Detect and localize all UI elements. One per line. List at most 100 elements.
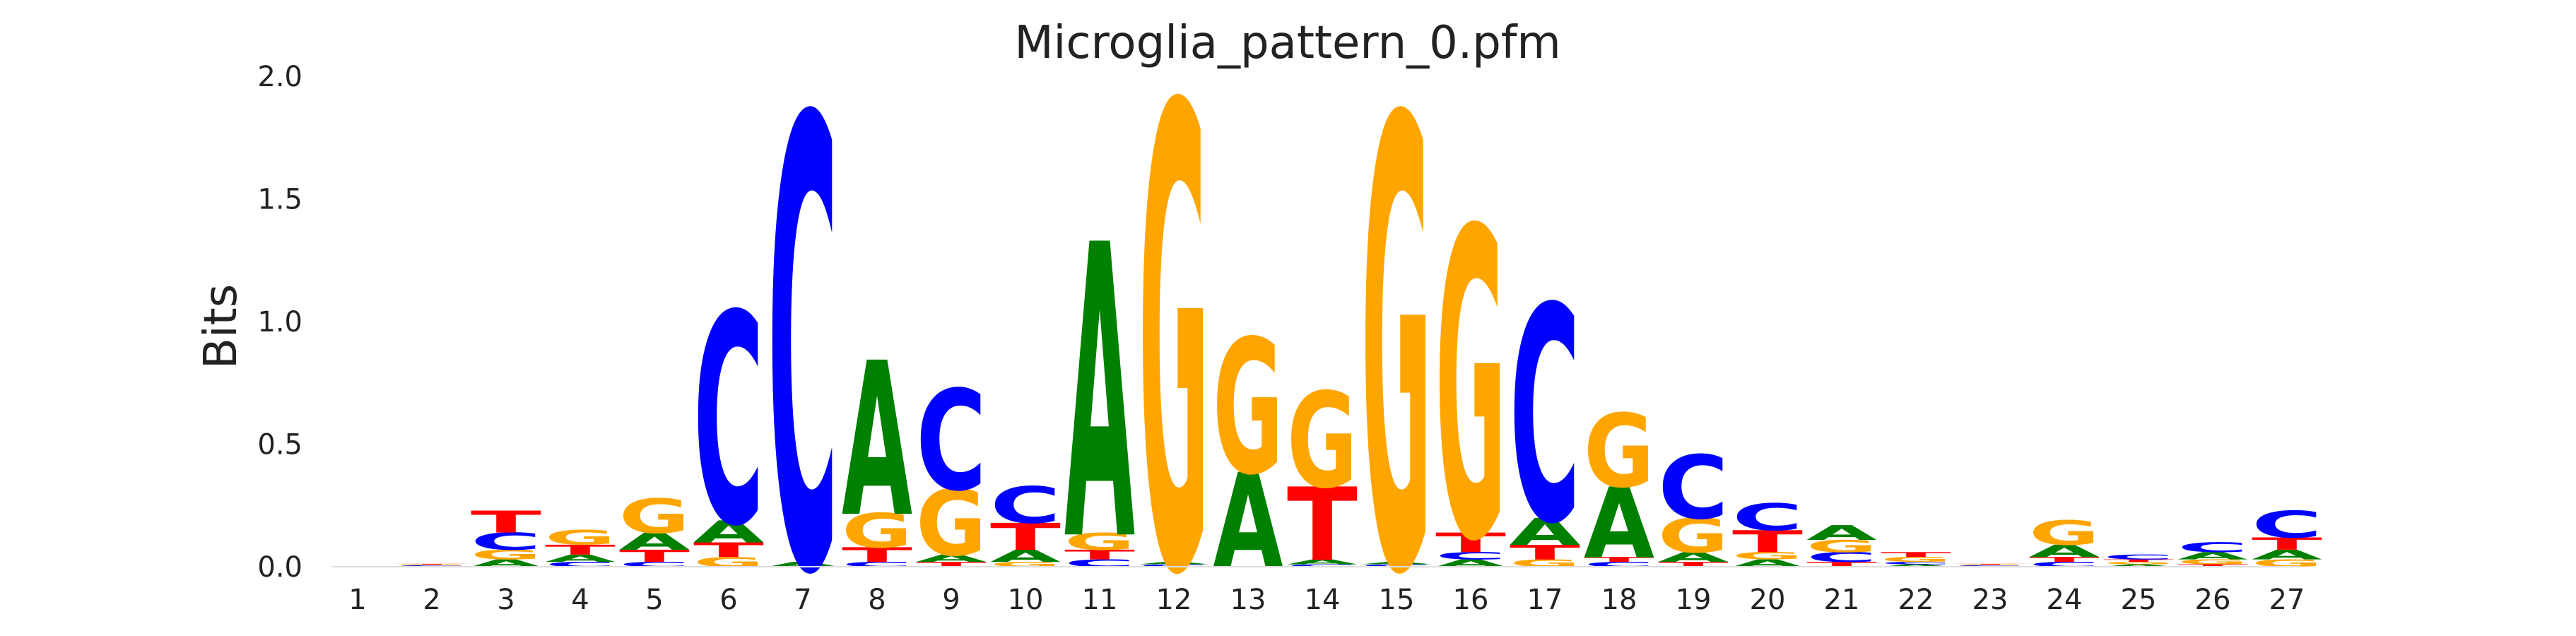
logo-letter-A: A <box>1361 561 1432 565</box>
logo-letter-T: T <box>1955 564 2025 565</box>
logo-letter-C: C <box>1361 564 1432 568</box>
x-tick-label: 19 <box>1676 584 1712 616</box>
logo-letter-A: A <box>842 319 912 565</box>
logo-letter-T: T <box>1658 560 1729 568</box>
logo-letter-T: T <box>1435 528 1506 559</box>
logo-letter-A: A <box>990 546 1061 566</box>
x-tick-label: 11 <box>1082 584 1118 616</box>
x-tick-label: 26 <box>2195 584 2231 616</box>
logo-letter-C: C <box>1510 245 1580 589</box>
y-tick-label: 1.5 <box>257 184 302 216</box>
logo-letter-A: A <box>619 528 690 555</box>
logo-letter-T: T <box>1732 524 1803 560</box>
x-tick-label: 16 <box>1453 584 1489 616</box>
logo-letter-C: C <box>2252 503 2322 546</box>
logo-letter-G: G <box>1806 536 1877 556</box>
y-tick-label: 0.5 <box>257 429 302 461</box>
logo-letter-T: T <box>842 543 912 567</box>
logo-letter-C: C <box>767 0 838 636</box>
logo-letter-A: A <box>1213 446 1283 599</box>
x-tick-label: 13 <box>1230 584 1266 616</box>
x-tick-label: 14 <box>1305 584 1341 616</box>
logo-letter-C: C <box>1584 560 1654 568</box>
logo-letter-C: C <box>1881 561 1951 565</box>
x-tick-label: 27 <box>2269 584 2305 616</box>
logo-letter-A: A <box>1584 467 1654 581</box>
x-tick-label: 3 <box>497 584 514 616</box>
logo-letter-T: T <box>693 538 764 562</box>
x-tick-label: 4 <box>571 584 589 616</box>
logo-letter-G: G <box>2029 514 2100 553</box>
x-tick-label: 2 <box>423 584 440 616</box>
logo-letter-A: A <box>2103 564 2174 568</box>
logo-letter-C: C <box>2177 540 2248 555</box>
logo-letter-T: T <box>619 546 690 566</box>
logo-letter-T: T <box>545 542 616 558</box>
x-tick-label: 12 <box>1156 584 1192 616</box>
logo-letter-G: G <box>2103 561 2174 565</box>
logo-letter-T: T <box>1287 467 1358 584</box>
logo-letter-A: A <box>1287 558 1358 566</box>
logo-letter-C: C <box>1435 550 1506 562</box>
logo-letter-T: T <box>916 560 987 568</box>
logo-letter-G: G <box>471 547 541 563</box>
x-tick-label: 17 <box>1527 584 1563 616</box>
x-tick-label: 15 <box>1379 584 1415 616</box>
x-tick-label: 1 <box>348 584 366 616</box>
logo-column-12: CAG <box>1139 0 1209 636</box>
x-tick-label: 20 <box>1750 584 1786 616</box>
logo-letter-A: A <box>2029 541 2100 561</box>
logo-letter-C: C <box>1955 565 2025 567</box>
logo-letter-G: G <box>1064 528 1135 555</box>
logo-stacks: ACGTAGCTCATGCTAGGTACACCTGATAGCGATCCTGACA… <box>396 0 2323 636</box>
logo-letter-C: C <box>842 560 912 568</box>
logo-letter-A: A <box>1806 522 1877 545</box>
logo-letter-G: G <box>1584 394 1654 511</box>
logo-letter-C: C <box>471 528 541 555</box>
logo-letter-A: A <box>1510 511 1580 553</box>
x-tick-label: 21 <box>1824 584 1860 616</box>
logo-letter-T: T <box>2029 555 2100 563</box>
logo-letter-C: C <box>990 476 1061 535</box>
logo-letter-A: A <box>545 553 616 565</box>
x-tick-label: 9 <box>942 584 960 616</box>
logo-letter-T: T <box>1064 547 1135 563</box>
logo-letter-T: T <box>2103 559 2174 563</box>
logo-letter-A: A <box>916 553 987 565</box>
logo-letter-C: C <box>1732 496 1803 539</box>
logo-letter-T: T <box>471 505 541 540</box>
logo-letter-G: G <box>545 526 616 549</box>
y-tick-label: 2.0 <box>257 61 302 93</box>
logo-letter-C: C <box>2103 553 2174 561</box>
x-tick-label: 23 <box>1972 584 2009 616</box>
y-axis-label: Bits <box>195 284 247 369</box>
y-tick-label: 0.0 <box>257 551 302 584</box>
x-tick-label: 18 <box>1601 584 1637 616</box>
logo-letter-G: G <box>1435 142 1506 635</box>
logo-letter-C: C <box>2029 560 2100 568</box>
logo-letter-G: G <box>842 505 912 559</box>
logo-letter-C: C <box>619 560 690 568</box>
logo-letter-G: G <box>1139 0 1209 636</box>
logo-letter-T: T <box>1881 550 1951 558</box>
x-tick-label: 8 <box>868 584 886 616</box>
logo-letter-C: C <box>693 253 764 589</box>
logo-letter-A: A <box>767 560 838 568</box>
y-tick-label: 1.0 <box>257 306 302 338</box>
logo-letter-A: A <box>1064 160 1136 630</box>
